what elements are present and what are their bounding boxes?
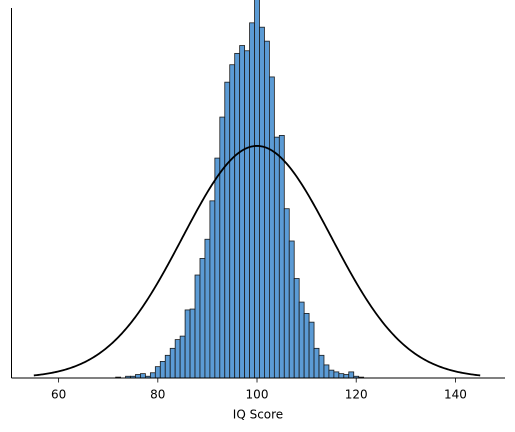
histogram-bar: [219, 116, 226, 379]
histogram-bar: [164, 354, 171, 379]
histogram-bar: [278, 135, 285, 379]
x-tick-label: 100: [246, 388, 269, 402]
histogram-bar: [348, 371, 355, 379]
x-tick-label: 80: [150, 388, 165, 402]
histogram-bar: [214, 157, 221, 379]
histogram-bar: [313, 347, 320, 379]
histogram-bar: [174, 339, 181, 379]
histogram-bar: [273, 136, 280, 379]
histogram-bar: [204, 238, 211, 379]
histogram-bar: [259, 26, 265, 379]
histogram-bar: [249, 22, 255, 379]
x-tick-label: 140: [444, 388, 467, 402]
x-axis-ticks: 60 80 100 120 140: [51, 378, 467, 402]
histogram-bar: [229, 64, 236, 379]
histogram-bar: [323, 364, 330, 379]
histogram-bar: [254, 0, 260, 379]
histogram-bar: [298, 301, 305, 379]
histogram-bar: [179, 335, 186, 379]
histogram-bar: [308, 321, 315, 379]
histogram-bar: [189, 308, 196, 379]
normal-distribution-curve: [33, 145, 481, 377]
histogram-bar: [154, 366, 161, 379]
histogram-bar: [234, 52, 241, 379]
histogram-bar: [338, 373, 345, 379]
histogram-bar: [184, 309, 191, 379]
histogram-bar: [169, 347, 176, 379]
histogram-bar: [140, 373, 146, 379]
histogram-bars: [115, 0, 365, 379]
x-tick-label: 60: [51, 388, 66, 402]
histogram-bar: [318, 354, 325, 379]
histogram-bar: [135, 374, 141, 379]
histogram-bar: [199, 258, 206, 379]
histogram-bar: [288, 240, 295, 379]
histogram-bar: [149, 372, 156, 379]
histogram-bar: [269, 76, 275, 379]
x-tick-label: 120: [345, 388, 368, 402]
histogram-bar: [264, 40, 270, 379]
histogram-bar: [343, 374, 350, 379]
histogram-bar: [209, 200, 216, 379]
histogram-bar: [283, 208, 290, 379]
histogram-bar: [303, 313, 310, 379]
histogram-bar: [224, 81, 231, 379]
histogram-bar: [328, 369, 335, 379]
histogram-bar: [194, 274, 201, 379]
histogram-bar: [293, 278, 300, 379]
x-axis-label: IQ Score: [233, 408, 283, 422]
histogram-bar: [159, 361, 166, 379]
histogram-bar: [239, 45, 246, 379]
histogram-bar: [333, 371, 340, 379]
histogram-bar: [244, 50, 250, 379]
